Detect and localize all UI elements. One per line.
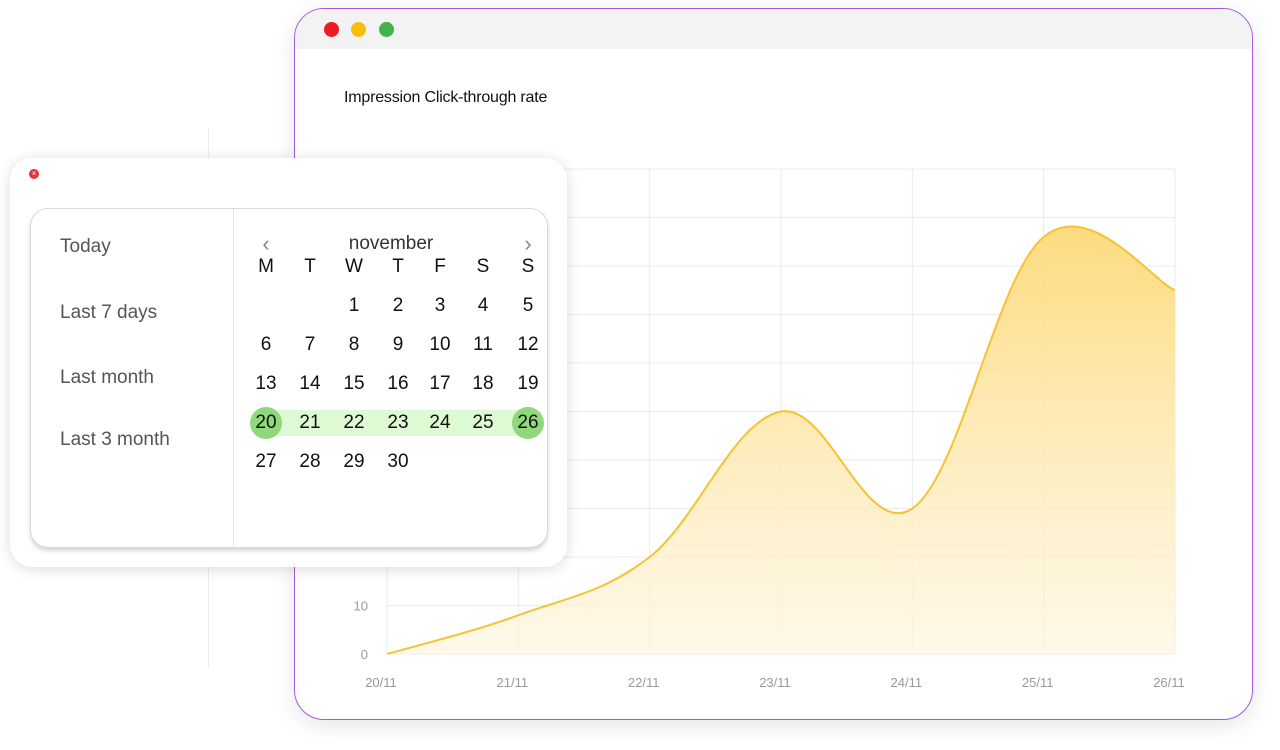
calendar-day[interactable]: 5 xyxy=(522,295,534,316)
date-picker-panel: Today Last 7 days Last month Last 3 mont… xyxy=(30,208,548,548)
range-end-marker xyxy=(512,407,544,439)
calendar-day[interactable]: 24 xyxy=(429,412,451,433)
series-line xyxy=(386,225,1176,655)
calendar-day[interactable]: 25 xyxy=(472,412,494,433)
close-window-button[interactable] xyxy=(324,22,339,37)
x-tick-label: 26/11 xyxy=(1153,675,1185,690)
calendar-day[interactable]: 14 xyxy=(299,373,321,394)
calendar-day[interactable]: 9 xyxy=(392,334,404,355)
weekday-label: F xyxy=(434,256,446,277)
calendar-day[interactable]: 11 xyxy=(473,334,493,355)
preset-last-month[interactable]: Last month xyxy=(60,367,154,388)
calendar-day[interactable]: 3 xyxy=(434,295,446,316)
prev-month-chevron-icon[interactable]: ‹ xyxy=(262,231,270,256)
y-tick-label: 0 xyxy=(361,647,368,662)
calendar-day[interactable]: 15 xyxy=(343,373,365,394)
range-start-marker xyxy=(250,407,282,439)
x-tick-label: 24/11 xyxy=(891,675,923,690)
weekday-label: S xyxy=(521,256,535,277)
preset-today[interactable]: Today xyxy=(60,236,111,257)
calendar-day[interactable]: 1 xyxy=(348,295,360,316)
calendar-day[interactable]: 30 xyxy=(387,451,409,472)
weekday-label: T xyxy=(304,256,316,277)
next-month-chevron-icon[interactable]: › xyxy=(524,231,532,256)
y-tick-label: 10 xyxy=(354,599,368,614)
minimize-window-button[interactable] xyxy=(351,22,366,37)
weekday-label: T xyxy=(392,256,404,277)
calendar-day[interactable]: 28 xyxy=(299,451,321,472)
calendar-day[interactable]: 8 xyxy=(348,334,360,355)
calendar-day[interactable]: 27 xyxy=(255,451,277,472)
panel-divider xyxy=(233,209,234,547)
calendar-day[interactable]: 29 xyxy=(343,451,365,472)
preset-last-3-month[interactable]: Last 3 month xyxy=(60,429,170,450)
calendar-day[interactable]: 10 xyxy=(429,334,451,355)
calendar-day[interactable]: 23 xyxy=(387,412,409,433)
calendar-day[interactable]: 19 xyxy=(517,373,539,394)
chart-title: Impression Click-through rate xyxy=(344,89,548,106)
calendar-day[interactable]: 4 xyxy=(477,295,489,316)
x-tick-label: 25/11 xyxy=(1022,675,1054,690)
weekday-label: S xyxy=(476,256,490,277)
x-tick-label: 20/11 xyxy=(365,675,397,690)
series-area xyxy=(387,226,1175,654)
x-tick-label: 22/11 xyxy=(628,675,660,690)
calendar-day[interactable]: 13 xyxy=(255,373,277,394)
calendar-day[interactable]: 12 xyxy=(517,334,539,355)
weekday-label: W xyxy=(345,256,363,277)
calendar-day[interactable]: 2 xyxy=(392,295,404,316)
calendar-day[interactable]: 18 xyxy=(472,373,494,394)
calendar-day[interactable]: 17 xyxy=(429,373,451,394)
calendar-day[interactable]: 26 xyxy=(517,412,539,433)
calendar-day[interactable]: 20 xyxy=(255,412,277,433)
window-titlebar xyxy=(295,9,1252,49)
close-icon[interactable]: × xyxy=(29,169,39,179)
calendar-day[interactable]: 22 xyxy=(343,412,365,433)
date-picker-popup: × Today Last 7 days Last month Last 3 mo… xyxy=(10,158,567,567)
calendar-day[interactable]: 6 xyxy=(260,334,272,355)
weekday-label: M xyxy=(258,256,274,277)
calendar-day[interactable]: 16 xyxy=(387,373,409,394)
x-tick-label: 23/11 xyxy=(759,675,791,690)
preset-last-7-days[interactable]: Last 7 days xyxy=(60,302,158,323)
calendar-day[interactable]: 7 xyxy=(304,334,316,355)
x-tick-label: 21/11 xyxy=(497,675,529,690)
selected-range-band xyxy=(266,410,528,436)
month-label: november xyxy=(348,233,434,254)
maximize-window-button[interactable] xyxy=(379,22,394,37)
calendar-day[interactable]: 21 xyxy=(299,412,321,433)
